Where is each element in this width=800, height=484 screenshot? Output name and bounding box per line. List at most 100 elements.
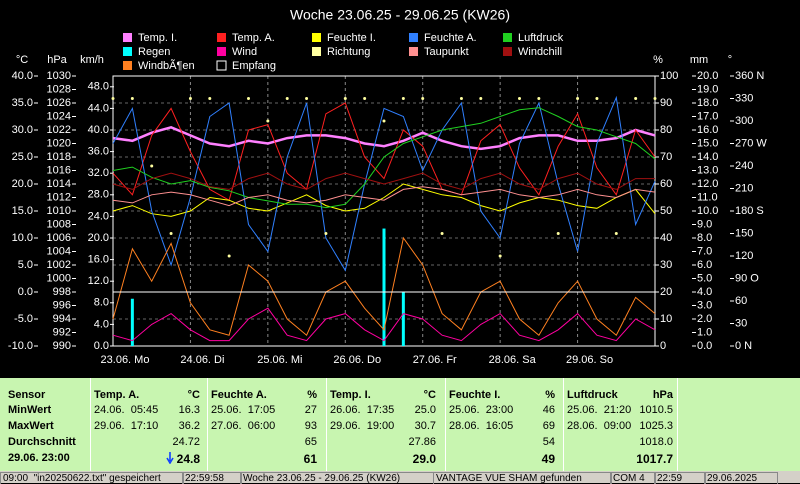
direction-dot [498,254,502,258]
y-tick-label: 60 [660,178,672,190]
legend-swatch [503,33,512,42]
y-tick-label: 990 [53,340,71,352]
cell-time: 25.06. 17:05 [211,404,276,416]
y-tick-label: 20.0 [12,178,33,190]
y-tick-label: 30 [660,259,672,271]
trend-arrow [166,452,174,467]
y-tick-label: 90 O [735,272,759,284]
direction-dot [324,232,328,235]
y-tick-label: 150 [735,227,753,239]
direction-dot [653,97,657,100]
direction-dot [285,97,289,100]
y-tick-label: 80 [660,124,672,136]
y-tick-label: 9.0 [697,218,712,230]
column-header: Temp. A. [94,389,140,401]
column-separator [445,378,446,471]
status-segment: 22:59:58 [182,472,242,484]
y-tick-label: 8.0 [697,232,712,244]
y-tick-label: 70 [660,151,672,163]
y-tick-label: 25.0 [12,151,33,163]
direction-dot [421,97,425,100]
y-tick-label: 35.0 [12,97,33,109]
y-tick-label: 10 [660,313,672,325]
axis-unit: km/h [80,54,104,66]
y-tick-label: 44.0 [88,102,109,114]
y-tick-label: 90 [660,97,672,109]
y-tick-label: 50 [660,205,672,217]
y-tick-label: 36.0 [88,146,109,158]
cell-time: 24.06. 05:45 [94,404,159,416]
cell-value: 61 [303,452,317,466]
y-tick-label: 7.0 [697,245,712,257]
series-line [112,183,656,217]
y-tick-label: 1020 [47,137,71,149]
cell-time: 25.06. 21:20 [567,404,632,416]
legend-label: Wind [232,46,257,58]
cell-time: 27.06. 06:00 [211,420,276,432]
legend-label: WindbÃ¶en [138,59,195,72]
y-tick-label: 60 [735,295,747,307]
y-tick-label: 32.0 [88,167,109,179]
legend-label: Feuchte I. [327,32,376,44]
cell-value: 69 [542,420,555,432]
y-tick-label: 1018 [47,151,71,163]
y-tick-label: 10.0 [12,232,33,244]
y-tick-label: 24.0 [88,210,109,222]
y-tick-label: 1024 [47,110,71,122]
y-tick-label: 0.0 [18,286,33,298]
y-tick-label: 4.0 [697,286,712,298]
y-tick-label: 8.0 [94,297,109,309]
cell-value: 29.0 [412,452,436,466]
y-tick-label: 20.0 [88,232,109,244]
cell-value: 1017.7 [636,452,673,466]
y-tick-label: 1012 [47,191,71,203]
y-tick-label: 16.0 [88,254,109,266]
column-unit: hPa [652,389,673,401]
y-tick-label: 18.0 [697,97,718,109]
cell-value: 65 [304,436,317,448]
legend-label: Feuchte A. [424,32,477,44]
row-label: Durchschnitt [8,436,76,448]
column-header: Luftdruck [567,389,618,401]
y-tick-label: 360 N [735,70,764,82]
legend-label: Regen [138,46,170,58]
legend-swatch [312,33,321,42]
axis-unit: ° [728,54,732,66]
y-tick-label: 1006 [47,232,71,244]
y-tick-label: 4.0 [94,318,109,330]
chart-title: Woche 23.06.25 - 29.06.25 (KW26) [290,7,510,23]
y-tick-label: 0 N [735,340,752,352]
column-header: Sensor [8,389,46,401]
direction-dot [111,97,115,100]
cell-value: 30.7 [414,420,436,432]
y-tick-label: 20 [660,286,672,298]
axis-unit: hPa [47,54,67,66]
y-tick-label: 5.0 [18,259,33,271]
direction-dot [479,97,483,100]
y-tick-label: 28.0 [88,189,109,201]
y-tick-label: 120 [735,250,753,262]
stats-table: Sensor Temp. A. °C Feuchte A.% Temp. I. °C Feu… [0,378,800,471]
y-tick-label: 10.0 [697,205,718,217]
row-label: 29.06. 23:00 [8,452,70,464]
direction-dot [518,97,521,100]
legend-swatch [312,47,321,56]
y-tick-label: 1.0 [697,326,712,338]
direction-dot [130,97,134,100]
legend-swatch [123,33,132,42]
y-tick-label: 12.0 [88,275,109,287]
direction-dot [382,119,386,123]
cell-value: 93 [304,420,317,432]
status-segment: Woche 23.06.25 - 29.06.25 (KW26) [240,472,434,484]
y-tick-label: 1026 [47,97,71,109]
y-tick-label: 992 [53,326,71,338]
legend-swatch [217,33,226,42]
status-segment: 09:00 "in20250622.txt" gespeichert [0,472,184,484]
legend-swatch [409,33,418,42]
y-tick-label: 998 [53,286,71,298]
y-tick-label: 11.0 [697,191,718,203]
cell-value: 16.3 [178,404,200,416]
series-line [112,125,656,151]
cell-value: 24.8 [176,452,200,466]
y-tick-label: -5.0 [14,313,33,325]
